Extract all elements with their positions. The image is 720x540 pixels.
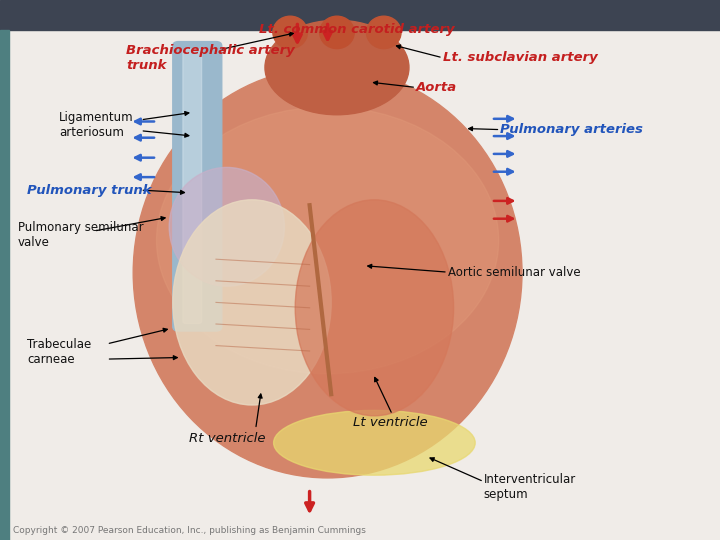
Text: Lt ventricle: Lt ventricle <box>353 416 428 429</box>
Bar <box>0 30 9 540</box>
Ellipse shape <box>273 16 307 49</box>
Text: Ligamentum
arteriosum: Ligamentum arteriosum <box>59 111 134 139</box>
Text: Aorta: Aorta <box>416 81 457 94</box>
Ellipse shape <box>265 20 409 115</box>
FancyBboxPatch shape <box>183 49 202 323</box>
Text: Pulmonary arteries: Pulmonary arteries <box>500 123 643 136</box>
FancyBboxPatch shape <box>173 42 222 331</box>
Ellipse shape <box>156 107 499 374</box>
Text: Trabeculae
carneae: Trabeculae carneae <box>27 338 91 366</box>
Text: Interventricular
septum: Interventricular septum <box>484 473 576 501</box>
Ellipse shape <box>295 200 454 416</box>
Text: Brachiocephalic artery
trunk: Brachiocephalic artery trunk <box>126 44 294 72</box>
Text: Rt ventricle: Rt ventricle <box>189 432 265 445</box>
Text: Copyright © 2007 Pearson Education, Inc., publishing as Benjamin Cummings: Copyright © 2007 Pearson Education, Inc.… <box>13 526 366 535</box>
Ellipse shape <box>133 68 522 478</box>
Text: Lt. common carotid artery: Lt. common carotid artery <box>258 23 454 36</box>
Ellipse shape <box>173 200 331 405</box>
Bar <box>0 0 720 30</box>
Text: Aortic semilunar valve: Aortic semilunar valve <box>448 266 580 279</box>
Ellipse shape <box>169 167 284 286</box>
Text: Pulmonary semilunar
valve: Pulmonary semilunar valve <box>18 221 143 249</box>
Ellipse shape <box>366 16 401 49</box>
Ellipse shape <box>274 410 475 475</box>
Text: Lt. subclavian artery: Lt. subclavian artery <box>443 51 598 64</box>
Text: Pulmonary trunk: Pulmonary trunk <box>27 184 152 197</box>
Ellipse shape <box>320 16 354 49</box>
